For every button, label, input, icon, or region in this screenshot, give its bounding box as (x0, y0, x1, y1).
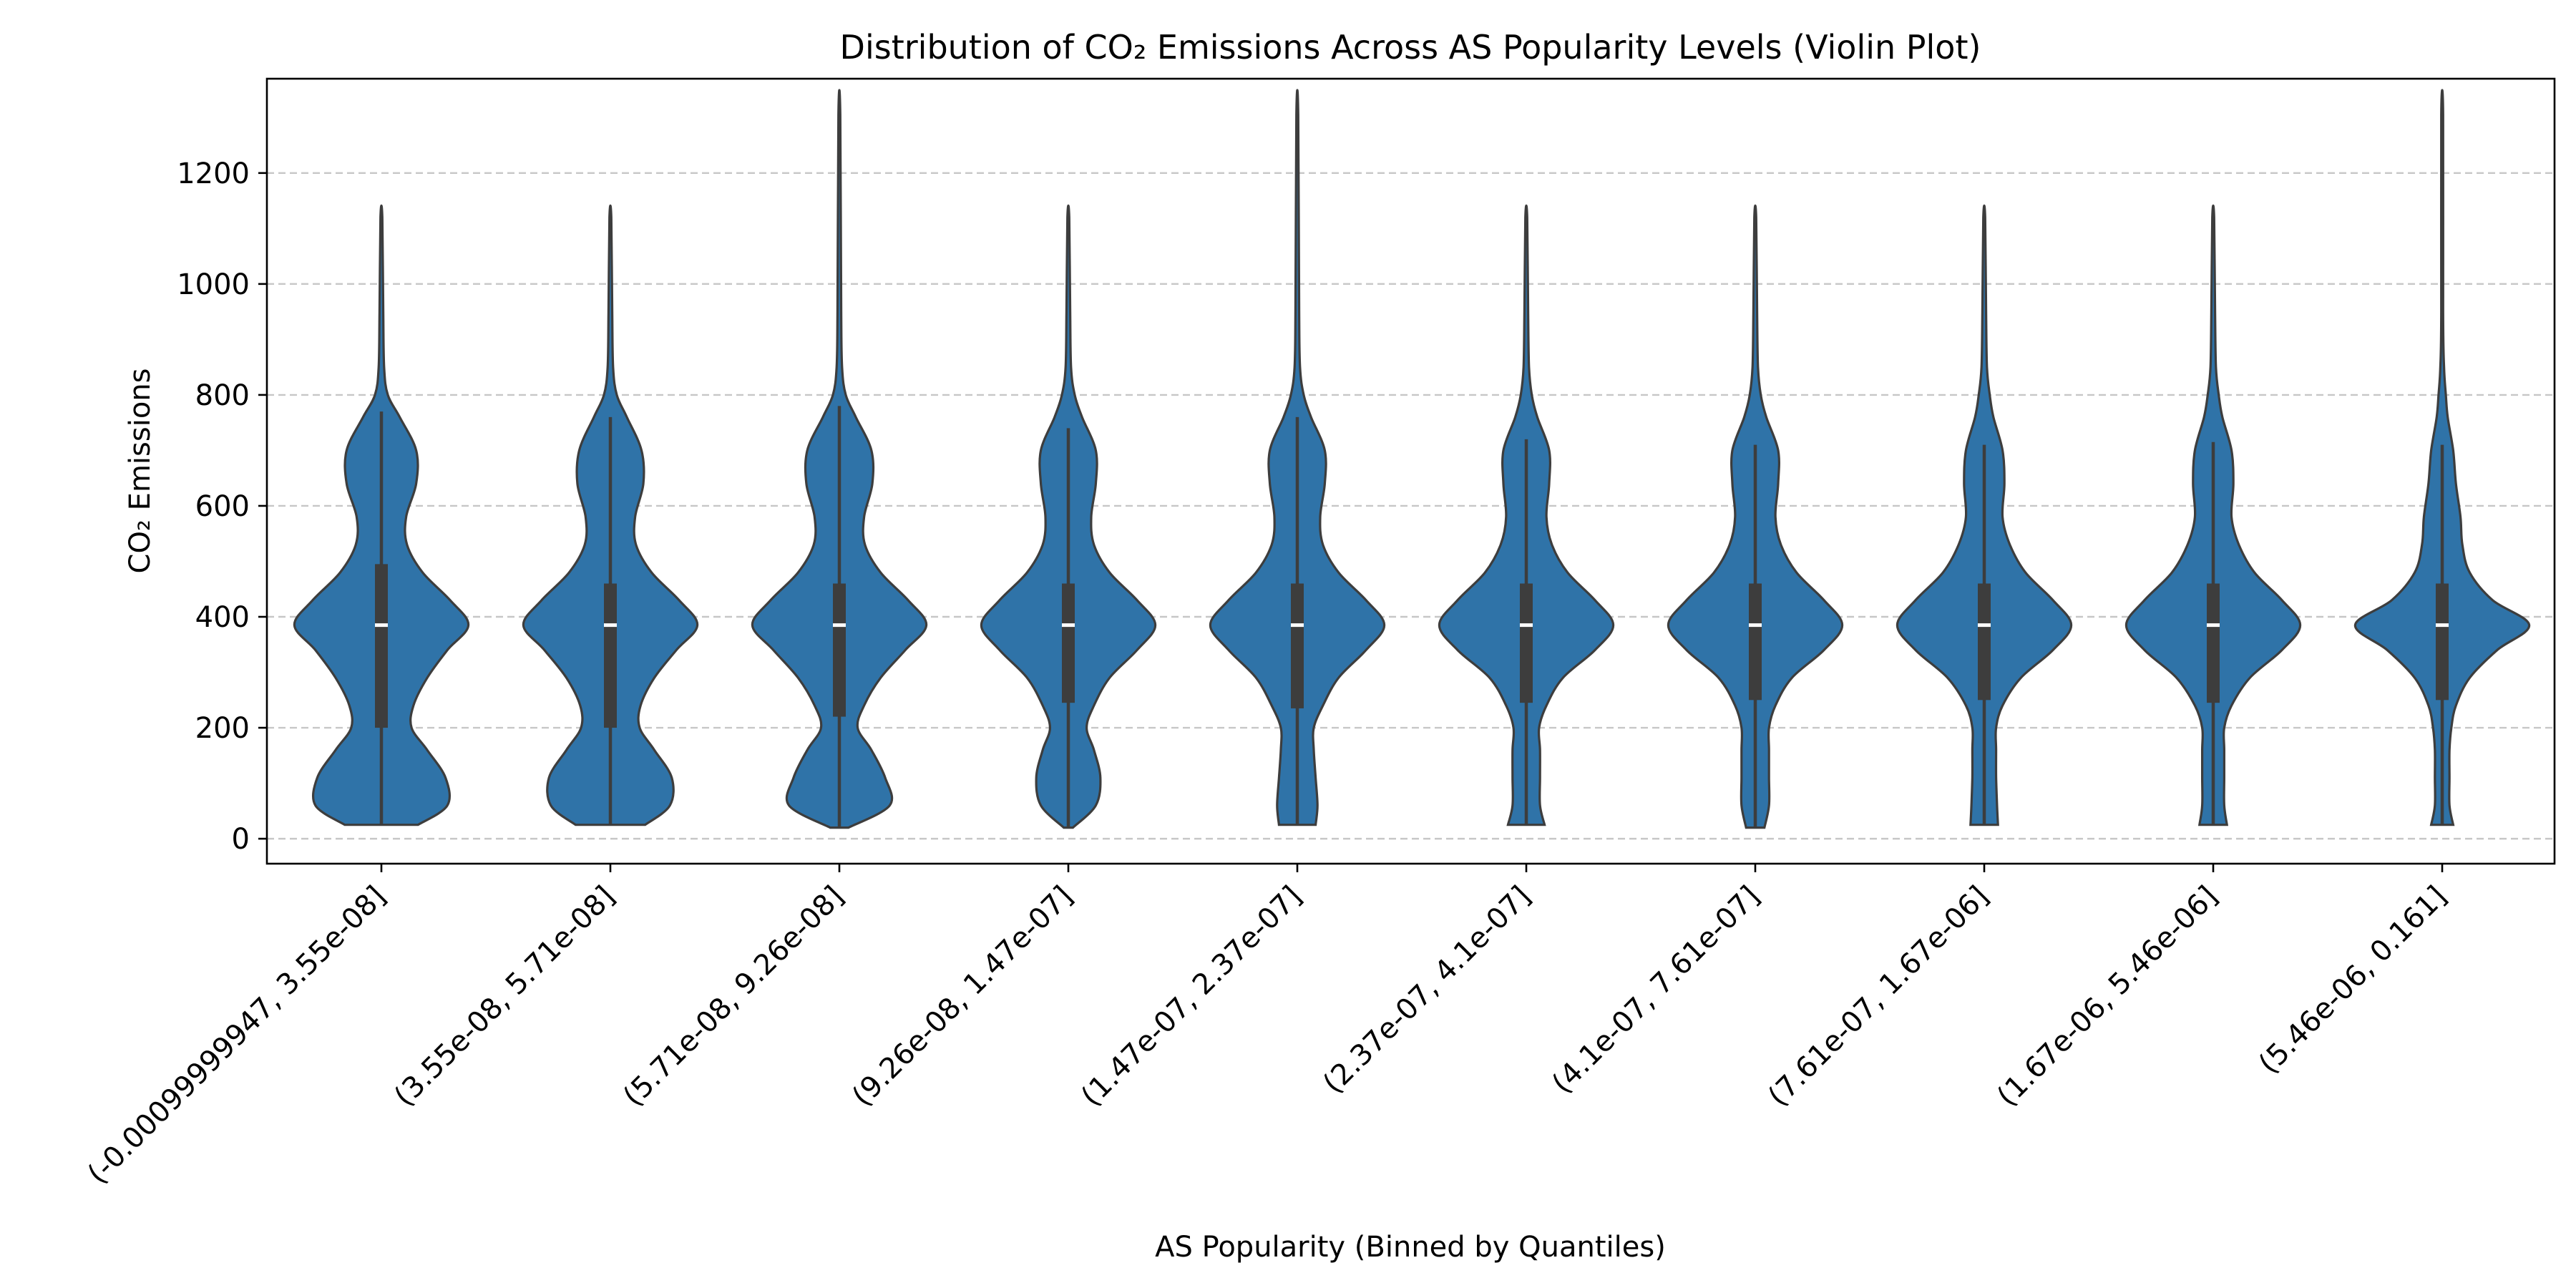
violin-iqr-box (2207, 583, 2220, 703)
x-axis-label: AS Popularity (Binned by Quantiles) (1155, 1231, 1666, 1264)
violin-iqr-box (1520, 583, 1533, 703)
violin-iqr-box (2436, 583, 2449, 701)
violin-iqr-box (375, 564, 388, 728)
violin-group (2353, 89, 2531, 826)
violin-group (980, 204, 1157, 829)
plot-area-frame (265, 77, 2556, 865)
y-tick-label: 400 (195, 601, 250, 634)
violin-iqr-box (604, 583, 617, 728)
violins (293, 89, 2531, 829)
violin-iqr-box (1978, 583, 1991, 701)
violin-group (293, 204, 470, 826)
violin-group (1667, 204, 1844, 829)
violin-group (1438, 204, 1615, 826)
violin-iqr-box (833, 583, 846, 717)
violin-group (522, 204, 699, 826)
violin-iqr-box (1291, 583, 1304, 708)
violin-group (1896, 204, 2073, 826)
violin-group (1209, 89, 1386, 826)
violin-iqr-box (1062, 583, 1075, 703)
violin-group (751, 89, 928, 829)
y-tick-label: 600 (195, 490, 250, 523)
y-axis-ticks: 0 200 400 600 800 1000 1200 (177, 157, 267, 856)
y-axis-label: CO₂ Emissions (124, 369, 157, 574)
violin-iqr-box (1749, 583, 1762, 701)
y-tick-label: 1000 (177, 268, 250, 301)
chart-title: Distribution of CO₂ Emissions Across AS … (840, 28, 1981, 67)
y-tick-label: 200 (195, 712, 250, 745)
violin-group (2124, 204, 2302, 826)
y-tick-label: 0 (232, 823, 250, 856)
y-tick-label: 800 (195, 379, 250, 412)
y-tick-label: 1200 (177, 157, 250, 190)
